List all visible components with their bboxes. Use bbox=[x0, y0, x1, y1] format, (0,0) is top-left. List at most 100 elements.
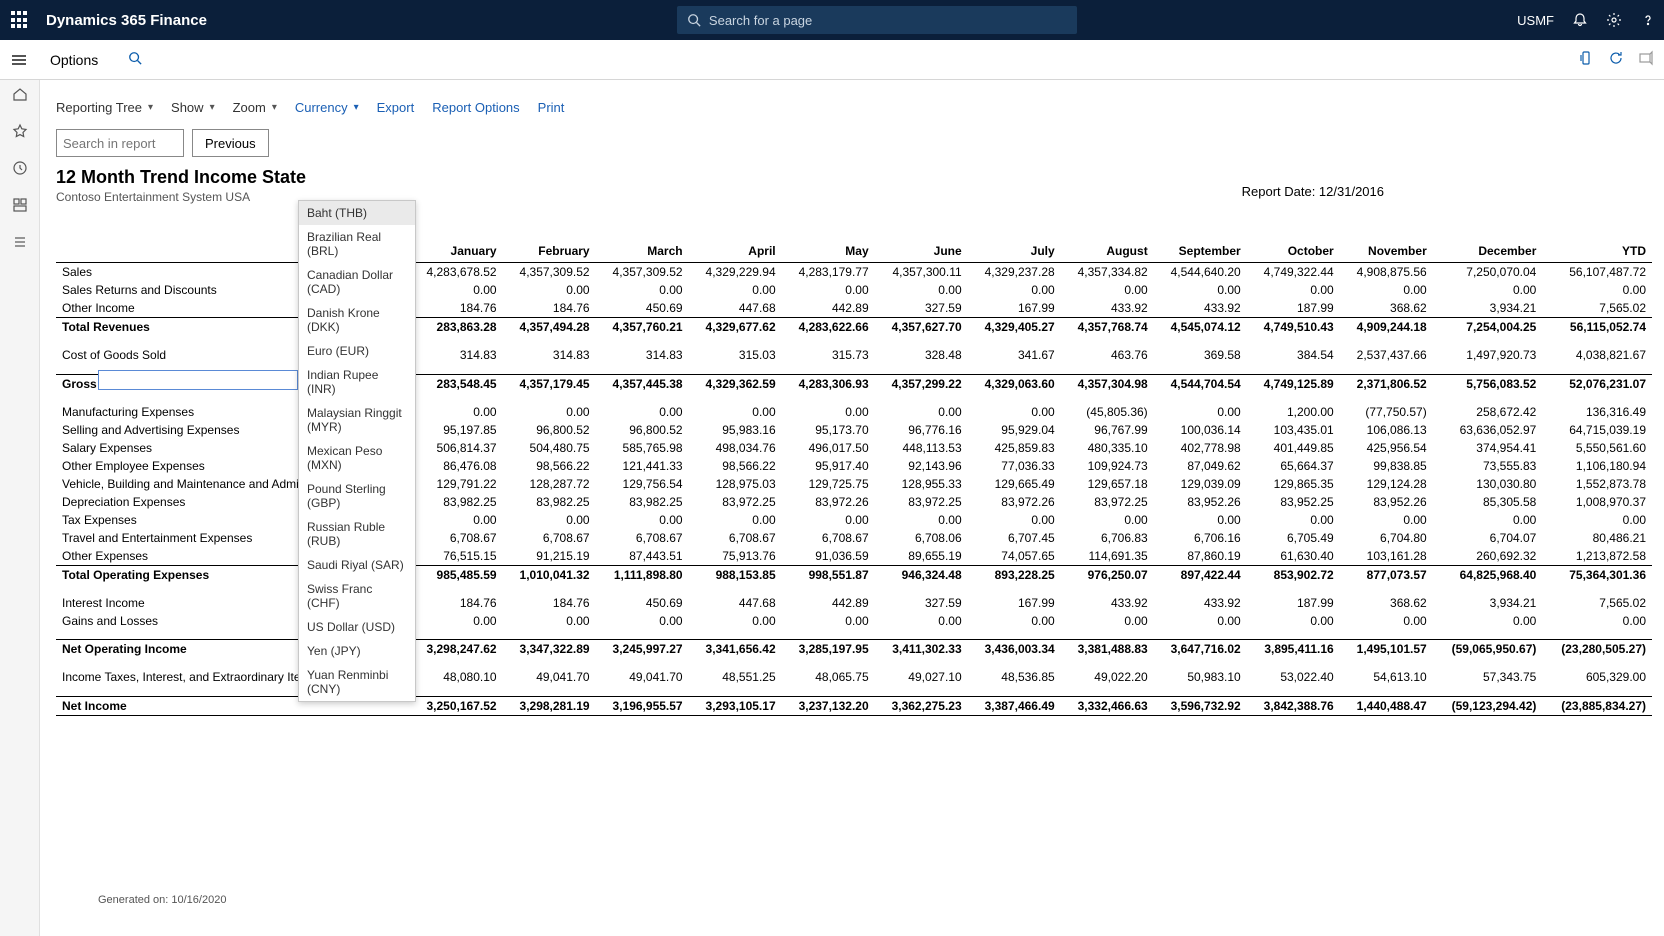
table-cell: 893,228.25 bbox=[968, 565, 1061, 584]
currency-option[interactable]: Saudi Riyal (SAR) bbox=[299, 553, 415, 577]
table-cell: 384.54 bbox=[1247, 346, 1340, 364]
attach-icon[interactable] bbox=[1578, 50, 1594, 69]
currency-option[interactable]: Pound Sterling (GBP) bbox=[299, 477, 415, 515]
table-cell: 3,298,247.62 bbox=[410, 640, 503, 659]
table-cell: 64,825,968.40 bbox=[1433, 565, 1543, 584]
reporting-tree-menu[interactable]: Reporting Tree▾ bbox=[56, 100, 153, 115]
table-cell: 6,705.49 bbox=[1247, 529, 1340, 547]
refresh-icon[interactable] bbox=[1608, 50, 1624, 69]
workspaces-icon[interactable] bbox=[12, 197, 28, 216]
table-row: Selling and Advertising Expenses95,197.8… bbox=[56, 421, 1652, 439]
table-cell: 401,449.85 bbox=[1247, 439, 1340, 457]
table-cell: 83,952.26 bbox=[1154, 493, 1247, 511]
column-header: April bbox=[689, 240, 782, 263]
company-code[interactable]: USMF bbox=[1517, 13, 1554, 28]
table-cell: 50,983.10 bbox=[1154, 668, 1247, 686]
table-row: Income Taxes, Interest, and Extraordinar… bbox=[56, 668, 1652, 686]
table-cell: 4,329,063.60 bbox=[968, 374, 1061, 393]
table-cell: 6,708.67 bbox=[596, 529, 689, 547]
table-cell: 4,545,074.12 bbox=[1154, 318, 1247, 337]
modules-icon[interactable] bbox=[12, 234, 28, 253]
table-cell: 92,143.96 bbox=[875, 457, 968, 475]
app-title: Dynamics 365 Finance bbox=[46, 12, 207, 29]
currency-option[interactable]: Danish Krone (DKK) bbox=[299, 301, 415, 339]
currency-menu[interactable]: Currency▾ bbox=[295, 100, 359, 115]
table-cell: 585,765.98 bbox=[596, 439, 689, 457]
table-cell: 73,555.83 bbox=[1433, 457, 1543, 475]
global-search[interactable]: Search for a page bbox=[677, 6, 1077, 34]
zoom-menu[interactable]: Zoom▾ bbox=[233, 100, 277, 115]
table-cell: 129,791.22 bbox=[410, 475, 503, 493]
app-launcher-icon[interactable] bbox=[8, 8, 32, 32]
currency-option[interactable]: Canadian Dollar (CAD) bbox=[299, 263, 415, 301]
table-cell: 6,708.67 bbox=[689, 529, 782, 547]
currency-option[interactable]: Euro (EUR) bbox=[299, 339, 415, 363]
table-cell: 4,283,622.66 bbox=[782, 318, 875, 337]
table-cell: 48,551.25 bbox=[689, 668, 782, 686]
table-cell: 91,036.59 bbox=[782, 547, 875, 566]
table-cell: 425,859.83 bbox=[968, 439, 1061, 457]
table-cell: 83,982.25 bbox=[503, 493, 596, 511]
settings-icon[interactable] bbox=[1606, 12, 1622, 28]
search-input[interactable] bbox=[56, 129, 184, 157]
print-link[interactable]: Print bbox=[538, 100, 565, 115]
table-cell: 4,749,125.89 bbox=[1247, 374, 1340, 393]
row-selector-box[interactable] bbox=[98, 370, 298, 390]
previous-button[interactable]: Previous bbox=[192, 129, 269, 157]
report-options-link[interactable]: Report Options bbox=[432, 100, 519, 115]
table-cell: 0.00 bbox=[875, 612, 968, 630]
table-cell: 87,443.51 bbox=[596, 547, 689, 566]
help-icon[interactable] bbox=[1640, 12, 1656, 28]
currency-option[interactable]: Swiss Franc (CHF) bbox=[299, 577, 415, 615]
table-cell: 167.99 bbox=[968, 299, 1061, 318]
table-cell: 0.00 bbox=[596, 403, 689, 421]
table-cell: 877,073.57 bbox=[1340, 565, 1433, 584]
options-menu[interactable]: Options bbox=[50, 52, 98, 68]
currency-option[interactable]: Malaysian Ringgit (MYR) bbox=[299, 401, 415, 439]
table-cell: 0.00 bbox=[1154, 511, 1247, 529]
table-cell: 83,982.25 bbox=[410, 493, 503, 511]
currency-option[interactable]: Baht (THB) bbox=[299, 201, 415, 225]
column-header: March bbox=[596, 240, 689, 263]
table-cell: 0.00 bbox=[782, 511, 875, 529]
table-row bbox=[56, 336, 1652, 346]
recent-icon[interactable] bbox=[12, 160, 28, 179]
table-cell: 5,550,561.60 bbox=[1542, 439, 1652, 457]
table-row: Other Income184.76184.76450.69447.68442.… bbox=[56, 299, 1652, 318]
table-row: Depreciation Expenses83,982.2583,982.258… bbox=[56, 493, 1652, 511]
currency-option[interactable]: Yen (JPY) bbox=[299, 639, 415, 663]
table-cell: 4,283,306.93 bbox=[782, 374, 875, 393]
table-cell: 402,778.98 bbox=[1154, 439, 1247, 457]
currency-option[interactable]: Russian Ruble (RUB) bbox=[299, 515, 415, 553]
page-search-icon[interactable] bbox=[128, 51, 142, 68]
export-link[interactable]: Export bbox=[377, 100, 415, 115]
currency-option[interactable]: Indian Rupee (INR) bbox=[299, 363, 415, 401]
table-cell: 3,341,656.42 bbox=[689, 640, 782, 659]
table-cell: 3,298,281.19 bbox=[503, 696, 596, 715]
table-row: Vehicle, Building and Maintenance and Ad… bbox=[56, 475, 1652, 493]
popout-icon[interactable] bbox=[1638, 50, 1654, 69]
column-header: September bbox=[1154, 240, 1247, 263]
currency-option[interactable]: US Dollar (USD) bbox=[299, 615, 415, 639]
nav-hamburger-icon[interactable] bbox=[12, 53, 26, 67]
table-cell: 4,329,362.59 bbox=[689, 374, 782, 393]
table-cell: 2,537,437.66 bbox=[1340, 346, 1433, 364]
currency-option[interactable]: Brazilian Real (BRL) bbox=[299, 225, 415, 263]
table-cell: 4,544,704.54 bbox=[1154, 374, 1247, 393]
currency-option[interactable]: Mexican Peso (MXN) bbox=[299, 439, 415, 477]
currency-option[interactable]: Yuan Renminbi (CNY) bbox=[299, 663, 415, 701]
table-cell: 48,080.10 bbox=[410, 668, 503, 686]
table-cell: 184.76 bbox=[503, 594, 596, 612]
table-cell: 83,972.25 bbox=[875, 493, 968, 511]
table-cell: 3,895,411.16 bbox=[1247, 640, 1340, 659]
show-menu[interactable]: Show▾ bbox=[171, 100, 215, 115]
table-row: Gains and Losses0.000.000.000.000.000.00… bbox=[56, 612, 1652, 630]
favorites-icon[interactable] bbox=[12, 123, 28, 142]
table-cell: 106,086.13 bbox=[1340, 421, 1433, 439]
notifications-icon[interactable] bbox=[1572, 12, 1588, 28]
table-cell: 87,049.62 bbox=[1154, 457, 1247, 475]
home-icon[interactable] bbox=[12, 86, 28, 105]
action-bar: Options bbox=[0, 40, 1664, 80]
table-cell: 1,497,920.73 bbox=[1433, 346, 1543, 364]
table-cell: 496,017.50 bbox=[782, 439, 875, 457]
